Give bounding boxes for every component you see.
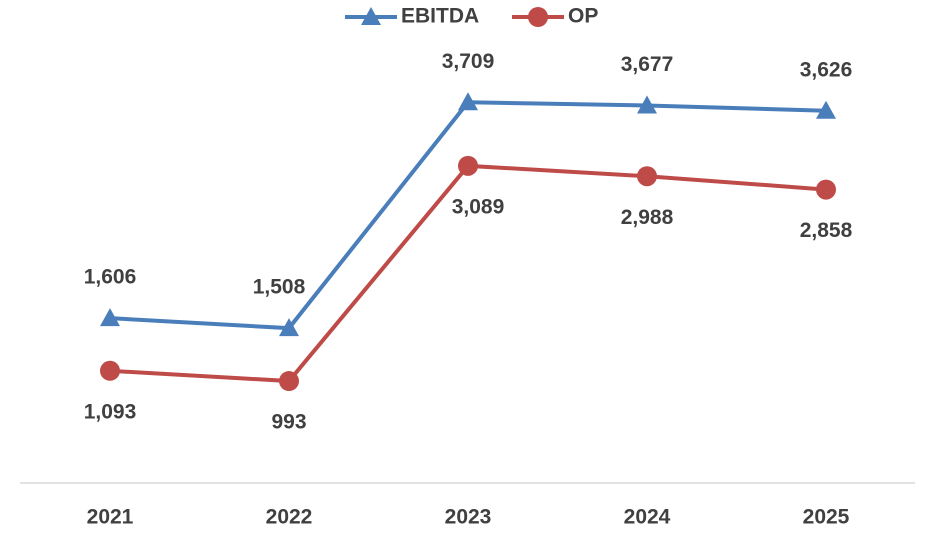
data-point bbox=[458, 92, 478, 111]
data-label: 1,093 bbox=[84, 400, 137, 423]
legend-marker bbox=[528, 7, 548, 27]
data-label: 3,709 bbox=[442, 50, 495, 73]
x-tick-label: 2024 bbox=[624, 506, 671, 529]
x-tick-label: 2022 bbox=[266, 506, 313, 529]
data-point bbox=[458, 155, 478, 176]
data-point bbox=[637, 95, 657, 114]
data-label: 3,089 bbox=[452, 195, 505, 218]
data-label: 3,677 bbox=[621, 53, 674, 76]
x-tick-label: 2023 bbox=[445, 506, 492, 529]
data-point bbox=[100, 308, 120, 327]
data-label: 2,858 bbox=[800, 219, 853, 242]
data-label: 1,606 bbox=[84, 266, 137, 289]
data-point bbox=[816, 179, 836, 200]
x-tick-label: 2021 bbox=[87, 506, 134, 529]
legend-marker bbox=[361, 7, 381, 25]
data-label: 1,508 bbox=[253, 276, 306, 299]
data-label: 2,988 bbox=[621, 206, 674, 229]
data-point bbox=[637, 166, 657, 187]
data-point bbox=[279, 318, 299, 337]
data-point bbox=[279, 371, 299, 392]
data-label: 993 bbox=[271, 411, 306, 434]
legend-label: EBITDA bbox=[401, 5, 479, 28]
legend-label: OP bbox=[568, 5, 598, 28]
x-tick-label: 2025 bbox=[803, 506, 850, 529]
data-point bbox=[816, 100, 836, 119]
data-point bbox=[100, 360, 120, 381]
data-label: 3,626 bbox=[800, 58, 853, 81]
